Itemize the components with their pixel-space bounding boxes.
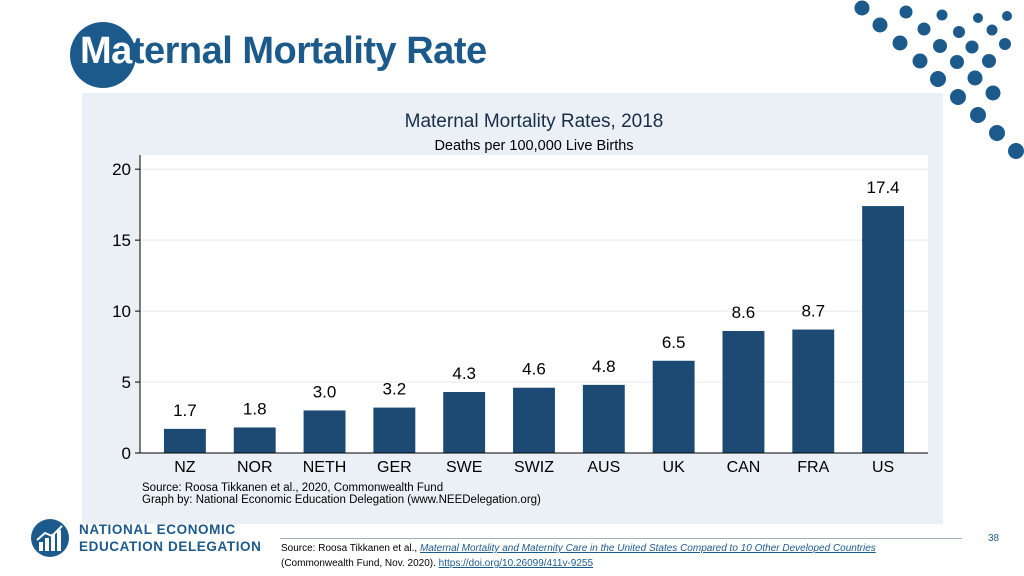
x-tick-label: SWIZ — [514, 459, 554, 476]
data-label: 17.4 — [867, 178, 900, 197]
y-tick-label: 5 — [122, 373, 131, 392]
x-tick-label: AUS — [587, 459, 620, 476]
x-tick-label: FRA — [797, 459, 829, 476]
page-number: 38 — [988, 533, 1000, 544]
slide-title: Maternal Mortality Rate — [80, 30, 487, 73]
data-label: 4.3 — [452, 364, 476, 383]
decorative-dots — [854, 0, 1024, 159]
data-label: 3.2 — [383, 380, 407, 399]
bar-chart: Maternal Mortality Rates, 2018 Deaths pe… — [112, 111, 928, 506]
x-tick-label: NOR — [237, 459, 273, 476]
slide-title-lead: Ma — [80, 30, 132, 72]
bar — [233, 427, 276, 453]
data-label: 8.6 — [732, 303, 756, 322]
x-tick-label: NZ — [174, 459, 196, 476]
x-tick-label: GER — [377, 459, 412, 476]
data-label: 3.0 — [313, 382, 337, 401]
footer-source-title-link[interactable]: Maternal Mortality and Maternity Care in… — [419, 543, 876, 554]
bar — [582, 384, 625, 453]
y-tick-label: 10 — [112, 302, 131, 321]
data-label: 6.5 — [662, 333, 686, 352]
chart-source-note: Source: Roosa Tikkanen et al., 2020, Com… — [142, 482, 443, 494]
x-tick-label: SWE — [446, 459, 482, 476]
x-tick-label: CAN — [727, 459, 761, 476]
bar — [303, 410, 346, 453]
bar — [722, 330, 765, 453]
chart-panel: Maternal Mortality Rates, 2018 Deaths pe… — [82, 93, 943, 524]
x-tick-label: UK — [663, 459, 686, 476]
logo-chart-icon — [31, 519, 69, 557]
y-tick-label: 0 — [122, 444, 131, 463]
bar — [652, 360, 695, 453]
bar — [792, 329, 835, 453]
y-tick-label: 15 — [112, 231, 131, 250]
data-label: 4.8 — [592, 357, 616, 376]
logo-text-line2: EDUCATION DELEGATION — [79, 539, 262, 554]
y-tick-label: 20 — [112, 160, 131, 179]
need-logo: NATIONAL ECONOMIC EDUCATION DELEGATION — [30, 518, 270, 562]
footer-doi-link[interactable]: https://doi.org/10.26099/411v-9255 — [438, 558, 594, 569]
bar — [163, 428, 206, 453]
data-label: 8.7 — [801, 302, 825, 321]
chart-credit-note: Graph by: National Economic Education De… — [142, 494, 541, 506]
bar — [513, 387, 555, 453]
bar — [443, 391, 486, 453]
data-label: 1.8 — [243, 399, 267, 418]
footer-source: Source: Roosa Tikkanen et al., Maternal … — [281, 541, 981, 571]
footer-source-prefix: Source: Roosa Tikkanen et al., — [281, 543, 420, 554]
bar — [862, 206, 905, 453]
footer-source-suffix: (Commonwealth Fund, Nov. 2020). — [281, 558, 439, 569]
title-circle — [70, 22, 136, 88]
data-label: 4.6 — [522, 360, 546, 379]
x-tick-label: NETH — [303, 459, 347, 476]
chart-subtitle: Deaths per 100,000 Live Births — [434, 138, 633, 154]
bar — [373, 407, 416, 453]
chart-title: Maternal Mortality Rates, 2018 — [405, 111, 664, 132]
x-tick-label: US — [872, 459, 894, 476]
data-label: 1.7 — [173, 401, 197, 420]
footer-divider — [280, 538, 962, 539]
logo-text-line1: NATIONAL ECONOMIC — [79, 522, 236, 537]
slide-title-rest: ternal Mortality Rate — [131, 30, 487, 72]
